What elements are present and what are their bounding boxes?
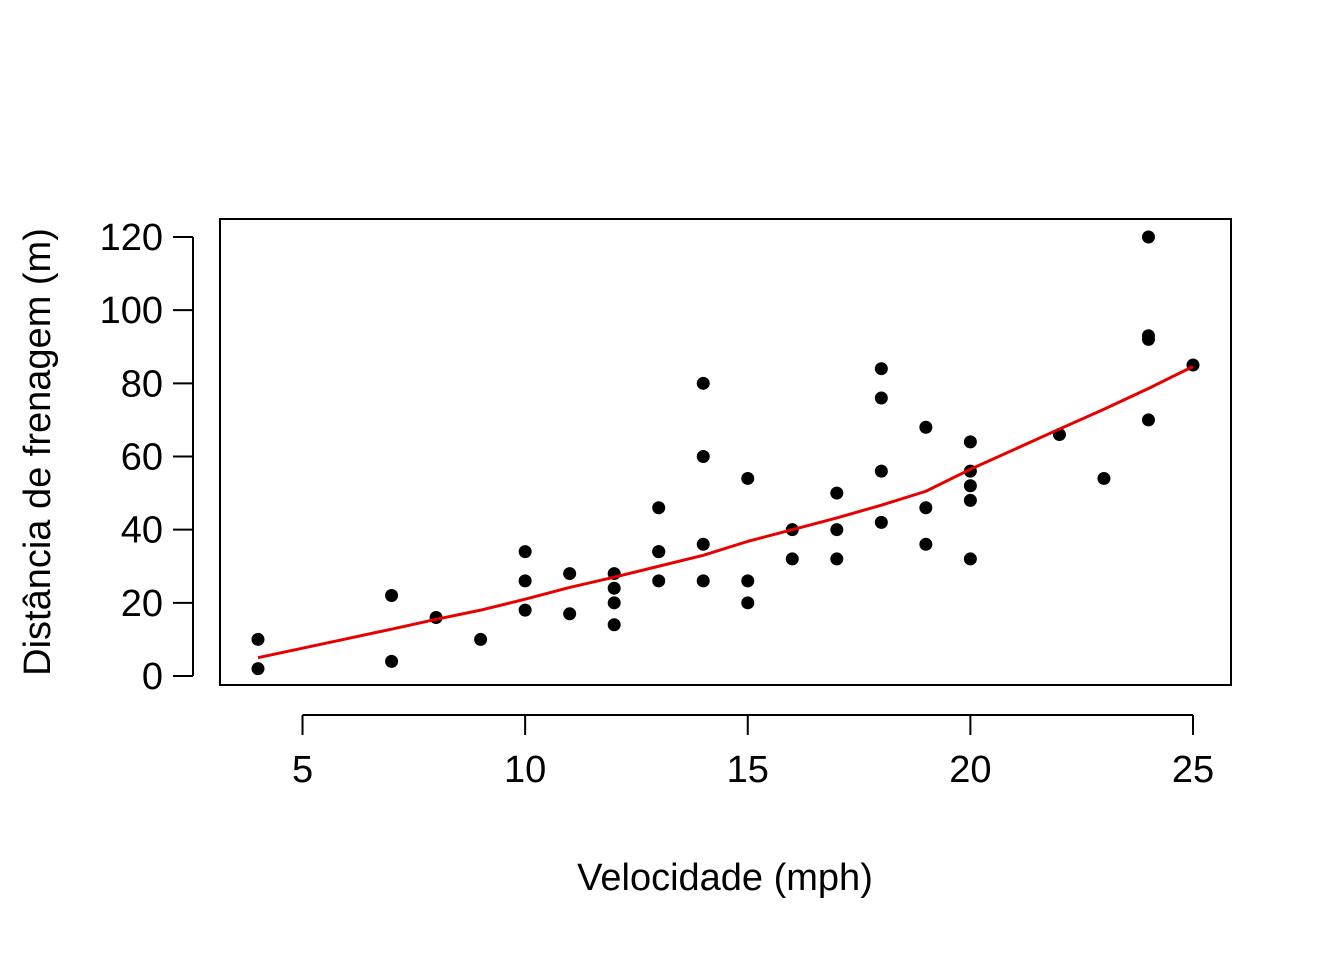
y-tick-label: 40 [121,510,163,552]
data-point [963,552,977,566]
data-point [919,501,933,515]
data-point [696,450,710,463]
data-point [385,654,399,668]
data-point [919,537,933,551]
data-point [741,471,755,485]
data-point [830,552,844,566]
data-point [874,464,888,478]
y-tick-label: 0 [142,656,163,698]
x-tick-label: 15 [727,749,769,791]
data-point [518,545,532,559]
data-point [518,603,532,617]
data-point [830,486,844,500]
data-point [652,545,666,559]
x-tick-label: 10 [504,749,546,791]
x-axis-title: Velocidade (mph) [577,857,873,899]
data-point [696,537,710,551]
data-point [696,574,710,588]
data-point [874,391,888,405]
y-axis-title: Distância de frenagem (m) [17,228,59,676]
data-point [563,567,577,581]
data-points [251,230,1200,676]
y-tick-label: 100 [100,290,163,332]
data-point [963,479,977,493]
data-point [607,596,621,610]
data-point [696,376,710,390]
data-point [652,574,666,588]
data-point [251,662,265,676]
y-axis: 0 20 40 60 80 100 120 [100,217,194,698]
data-point [741,596,755,610]
data-point [919,420,933,434]
data-point [785,552,799,566]
plot-box [219,218,1232,686]
x-tick-label: 5 [292,749,313,791]
y-tick-label: 120 [100,217,163,259]
data-point [385,589,399,603]
data-point [652,501,666,515]
data-point [1141,230,1155,244]
data-point [963,493,977,507]
x-tick-label: 20 [949,749,991,791]
data-point [251,632,265,646]
data-point [563,607,577,621]
data-point [1141,413,1155,427]
data-point [963,435,977,449]
data-point [518,574,532,588]
y-tick-label: 20 [121,583,163,625]
data-point [874,362,888,376]
data-point [607,618,621,632]
x-axis: 5 10 15 20 25 [292,714,1214,791]
data-point [741,574,755,588]
y-tick-label: 80 [121,363,163,405]
y-tick-label: 60 [121,437,163,479]
data-point [1141,329,1155,343]
data-point [1097,471,1111,485]
data-point [607,581,621,595]
data-point [874,515,888,529]
x-tick-label: 25 [1172,749,1214,791]
data-point [474,632,488,646]
data-point [830,523,844,537]
smooth-trend-line [257,365,1194,660]
